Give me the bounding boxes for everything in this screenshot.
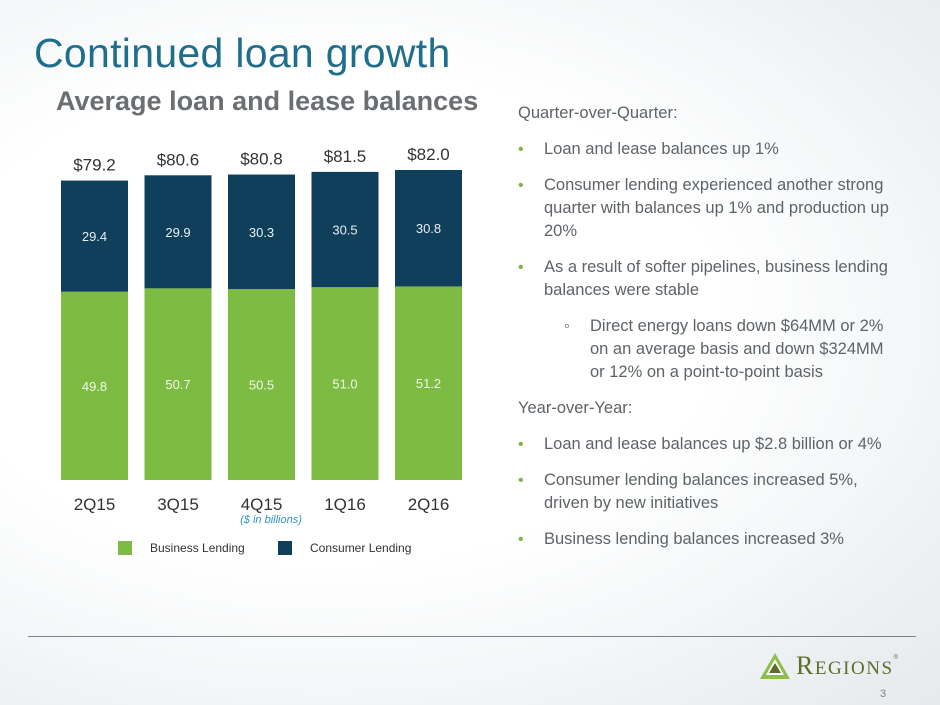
loan-balance-chart: 49.8 29.4 $79.2 2Q15 50.7 29.9 $80.6 3Q15 50.5 30… (61, 145, 462, 514)
chart-subtitle: Average loan and lease balances (56, 86, 479, 116)
data-label-consumer: 30.3 (249, 225, 274, 240)
footer-divider (28, 636, 916, 637)
data-label-consumer: 30.5 (332, 223, 357, 238)
yoy-list: Loan and lease balances up $2.8 billion … (518, 433, 898, 551)
x-tick-label: 1Q16 (324, 495, 366, 514)
data-label-consumer: 30.8 (416, 221, 441, 236)
legend-swatch-business (118, 541, 132, 555)
bar-consumer (61, 180, 128, 292)
bar-business (228, 289, 295, 480)
logo-initial: R (796, 651, 815, 680)
legend-swatch-consumer (278, 541, 292, 555)
x-tick-label: 3Q15 (157, 495, 199, 514)
legend-item-business: Business Lending (118, 541, 245, 555)
slide-title: Continued loan growth (34, 30, 451, 76)
total-label: $79.2 (73, 156, 116, 175)
data-label-business: 50.7 (165, 377, 190, 392)
data-label-business: 49.8 (82, 379, 107, 394)
x-tick-label: 4Q15 (241, 495, 283, 514)
x-tick-label: 2Q16 (408, 495, 450, 514)
qoq-sub-bullet: Direct energy loans down $64MM or 2% on … (518, 315, 898, 384)
bar-consumer (311, 171, 379, 288)
logo-rest: EGIONS (814, 658, 894, 679)
qoq-bullet: Loan and lease balances up 1% (518, 138, 898, 161)
yoy-bullet: Business lending balances increased 3% (518, 528, 898, 551)
qoq-bullet: As a result of softer pipelines, busines… (518, 256, 898, 302)
legend-label-consumer: Consumer Lending (310, 541, 412, 555)
total-label: $80.6 (157, 150, 200, 169)
data-label-business: 51.2 (416, 376, 441, 391)
bar-business (395, 286, 462, 480)
page-number: 3 (880, 688, 887, 700)
qoq-header: Quarter-over-Quarter: (518, 104, 678, 122)
x-tick-label: 2Q15 (74, 495, 116, 514)
regions-triangle-icon (760, 653, 790, 679)
bar-consumer (395, 170, 462, 287)
axis-unit-note: ($ in billions) (240, 514, 302, 526)
qoq-list: Loan and lease balances up 1% Consumer l… (518, 138, 898, 384)
bar-consumer (228, 174, 295, 290)
data-label-consumer: 29.9 (165, 225, 190, 240)
regions-logo: REGIONS ® (760, 651, 898, 681)
total-label: $81.5 (324, 147, 367, 166)
yoy-bullet: Loan and lease balances up $2.8 billion … (518, 433, 898, 456)
bar-consumer (144, 175, 212, 289)
total-label: $82.0 (407, 145, 450, 164)
total-label: $80.8 (240, 150, 283, 169)
commentary-panel: Quarter-over-Quarter: Loan and lease bal… (518, 102, 898, 564)
yoy-header: Year-over-Year: (518, 399, 633, 417)
legend-item-consumer: Consumer Lending (278, 541, 411, 555)
data-label-business: 50.5 (249, 378, 274, 393)
bar-business (311, 287, 379, 480)
bar-business (61, 291, 128, 480)
data-label-business: 51.0 (332, 377, 357, 392)
qoq-bullet: Consumer lending experienced another str… (518, 174, 898, 243)
data-label-consumer: 29.4 (82, 229, 107, 244)
logo-wordmark: REGIONS (796, 651, 894, 681)
logo-registered-mark: ® (893, 655, 898, 661)
yoy-bullet: Consumer lending balances increased 5%, … (518, 469, 898, 515)
legend-label-business: Business Lending (150, 541, 245, 555)
bar-business (144, 288, 212, 480)
